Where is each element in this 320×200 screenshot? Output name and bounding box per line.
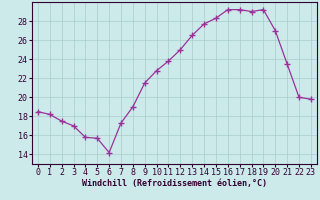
X-axis label: Windchill (Refroidissement éolien,°C): Windchill (Refroidissement éolien,°C) [82,179,267,188]
